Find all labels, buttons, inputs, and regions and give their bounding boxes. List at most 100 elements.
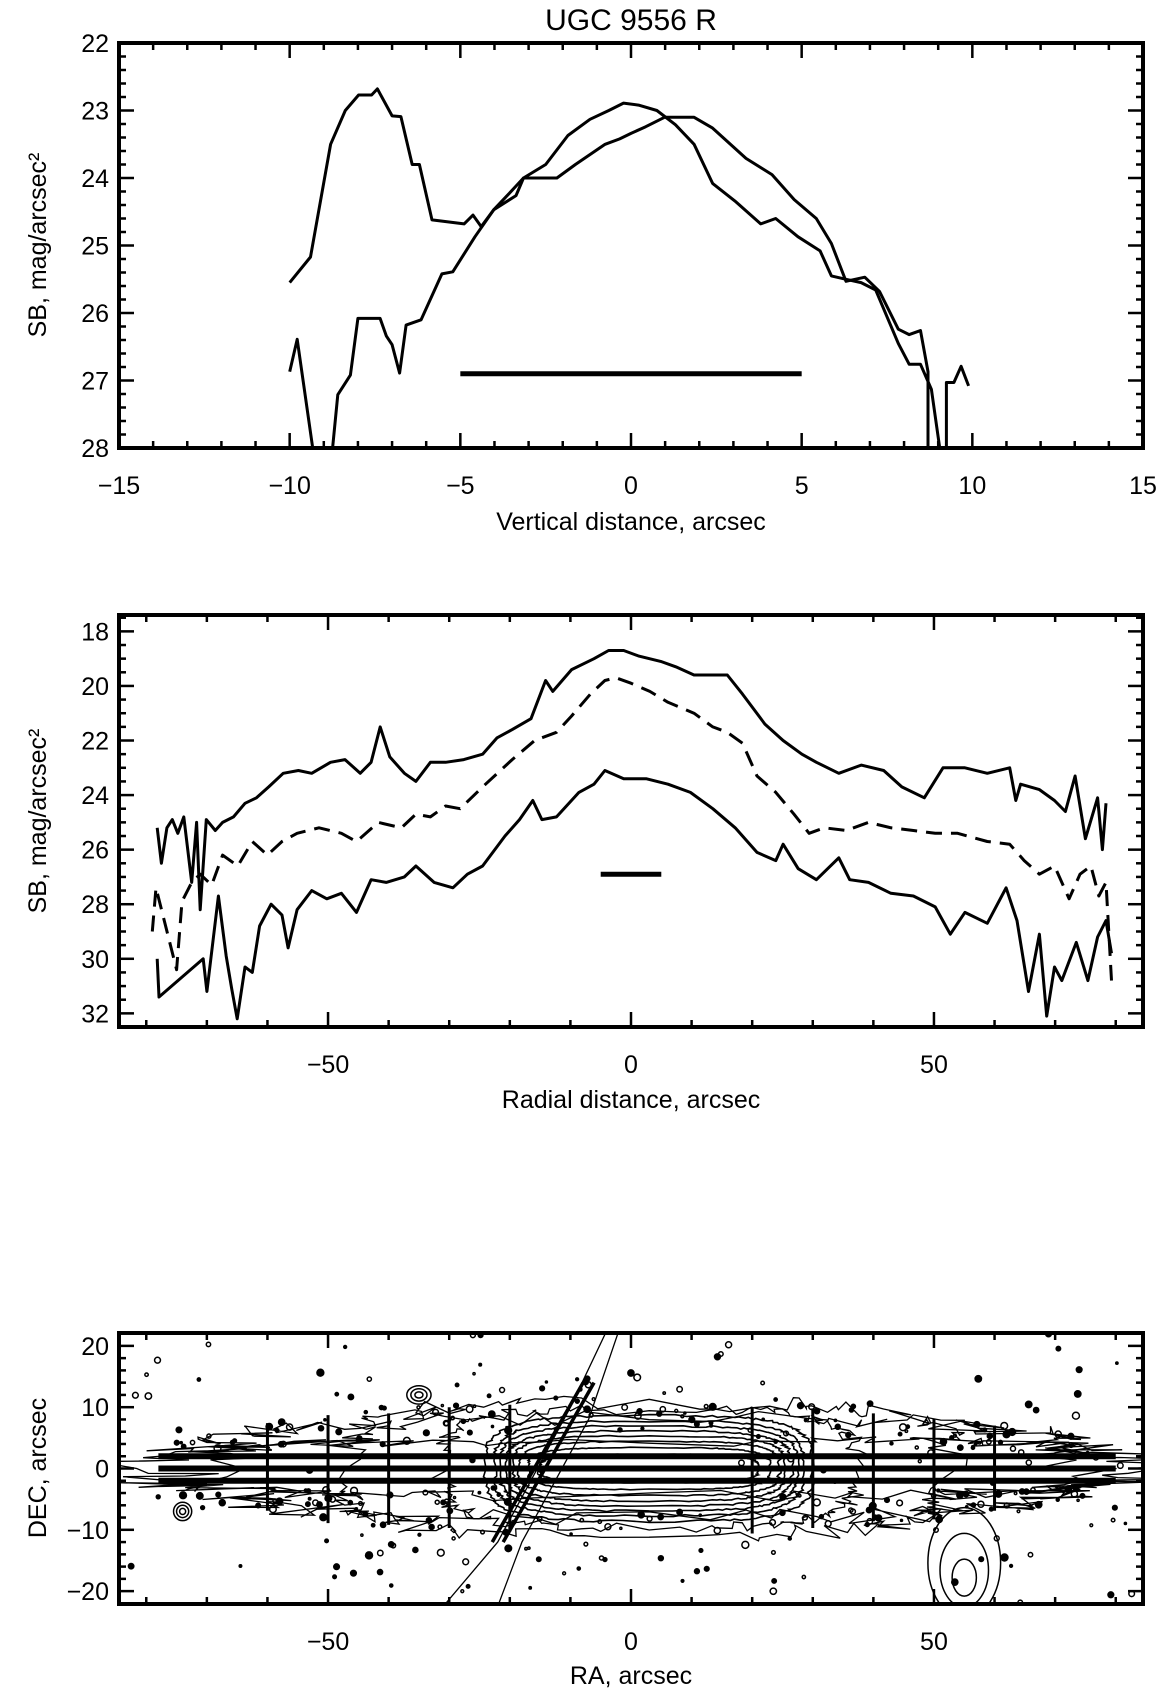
noise-contour <box>574 1398 581 1404</box>
noise-contour <box>637 1511 645 1519</box>
noise-contour <box>1114 1361 1119 1366</box>
noise-contour <box>1055 1497 1060 1503</box>
noise-contour <box>897 1431 903 1437</box>
noise-contour <box>173 1439 180 1446</box>
noise-contour <box>1123 1521 1128 1526</box>
noise-contour <box>215 1491 222 1498</box>
noise-contour <box>988 1506 994 1512</box>
x-tick-label: −15 <box>98 472 140 500</box>
noise-contour <box>478 1362 483 1367</box>
noise-contour <box>787 1536 793 1541</box>
noise-contour <box>680 1578 685 1583</box>
noise-contour <box>324 1538 330 1544</box>
x-tick-label: 0 <box>624 1628 638 1656</box>
profile-series-3 <box>155 769 1113 1021</box>
y-tick-label: 30 <box>81 946 109 974</box>
noise-contour <box>323 1418 327 1422</box>
plot-frame <box>117 41 1145 450</box>
noise-contour <box>452 1402 460 1409</box>
noise-contour <box>436 1548 445 1557</box>
noise-contour <box>333 1563 341 1571</box>
noise-contour <box>462 1558 470 1566</box>
noise-contour <box>544 1380 549 1384</box>
noise-contour <box>896 1499 904 1507</box>
noise-contour <box>904 1429 909 1434</box>
noise-contour <box>335 1428 343 1436</box>
noise-contour <box>703 1565 710 1572</box>
panel-1-y-label: SB, mag/arcsec² <box>24 153 52 338</box>
noise-contour <box>917 1459 923 1464</box>
noise-contour <box>360 1533 364 1537</box>
noise-contour <box>1025 1459 1033 1466</box>
noise-contour <box>1055 1345 1062 1352</box>
noise-contour <box>574 1377 580 1382</box>
noise-contour <box>434 1499 440 1505</box>
noise-contour <box>131 1391 140 1399</box>
noise-contour <box>985 1438 992 1445</box>
y-tick-label: 23 <box>81 98 109 126</box>
star-contour <box>939 1532 990 1604</box>
noise-contour <box>1016 1509 1021 1514</box>
noise-contour <box>803 1418 808 1423</box>
plot-frame <box>117 613 1145 1029</box>
noise-contour <box>349 1569 358 1577</box>
panel-2-x-label: Radial distance, arcsec <box>502 1086 760 1114</box>
profile-series-1 <box>288 87 930 448</box>
x-tick-label: 0 <box>624 1051 638 1079</box>
noise-contour <box>370 1522 376 1528</box>
noise-contour <box>342 1344 348 1350</box>
star-contour <box>951 1558 978 1597</box>
y-tick-label: 10 <box>81 1394 109 1422</box>
x-tick-label: 10 <box>958 472 986 500</box>
y-tick-label: 26 <box>81 837 109 865</box>
noise-contour <box>334 1391 340 1397</box>
noise-contour <box>412 1546 419 1554</box>
noise-contour <box>849 1508 857 1515</box>
noise-contour <box>569 1532 573 1536</box>
noise-contour <box>528 1585 533 1590</box>
star-contour <box>410 1388 428 1402</box>
y-tick-label: 24 <box>81 165 109 193</box>
panel-1-x-label: Vertical distance, arcsec <box>496 508 766 536</box>
noise-contour <box>703 1403 709 1409</box>
noise-contour <box>311 1499 319 1507</box>
panel-3-x-label: RA, arcsec <box>570 1662 692 1689</box>
noise-contour <box>633 1373 642 1382</box>
noise-contour <box>1076 1498 1080 1503</box>
noise-contour <box>440 1403 445 1408</box>
noise-contour <box>602 1556 608 1563</box>
noise-contour <box>583 1541 589 1547</box>
y-tick-label: 24 <box>81 782 109 810</box>
noise-contour <box>199 1504 206 1511</box>
noise-contour <box>698 1547 704 1554</box>
noise-contour <box>1073 1390 1082 1398</box>
noise-contour <box>1013 1491 1018 1496</box>
x-tick-label: 15 <box>1129 472 1157 500</box>
y-tick-label: 20 <box>81 673 109 701</box>
slanted-cut-line <box>501 1381 596 1543</box>
isophote-contour <box>119 1436 1143 1502</box>
y-tick-label: −20 <box>67 1578 109 1606</box>
y-tick-label: 25 <box>81 233 109 261</box>
noise-contour <box>388 1583 394 1588</box>
noise-contour <box>978 1556 985 1563</box>
panel-1: −15 −10 −5 0 5 10 15 22 23 24 25 26 27 28 <box>81 30 1157 500</box>
noise-contour <box>175 1426 183 1434</box>
noise-contour <box>760 1380 766 1386</box>
noise-contour <box>205 1341 212 1348</box>
noise-contour <box>1000 1553 1009 1562</box>
noise-contour <box>466 1429 473 1436</box>
noise-contour <box>144 1372 150 1378</box>
noise-contour <box>472 1371 476 1376</box>
x-tick-label: −5 <box>446 472 475 500</box>
noise-contour <box>524 1546 528 1551</box>
noise-contour <box>316 1368 325 1377</box>
noise-contour <box>1009 1445 1017 1452</box>
noise-contour <box>584 1375 591 1382</box>
noise-contour <box>905 1424 911 1430</box>
noise-contour <box>387 1541 395 1548</box>
noise-contour <box>378 1404 385 1411</box>
noise-contour <box>627 1369 635 1377</box>
y-tick-label: 26 <box>81 300 109 328</box>
noise-contour <box>713 1353 722 1361</box>
